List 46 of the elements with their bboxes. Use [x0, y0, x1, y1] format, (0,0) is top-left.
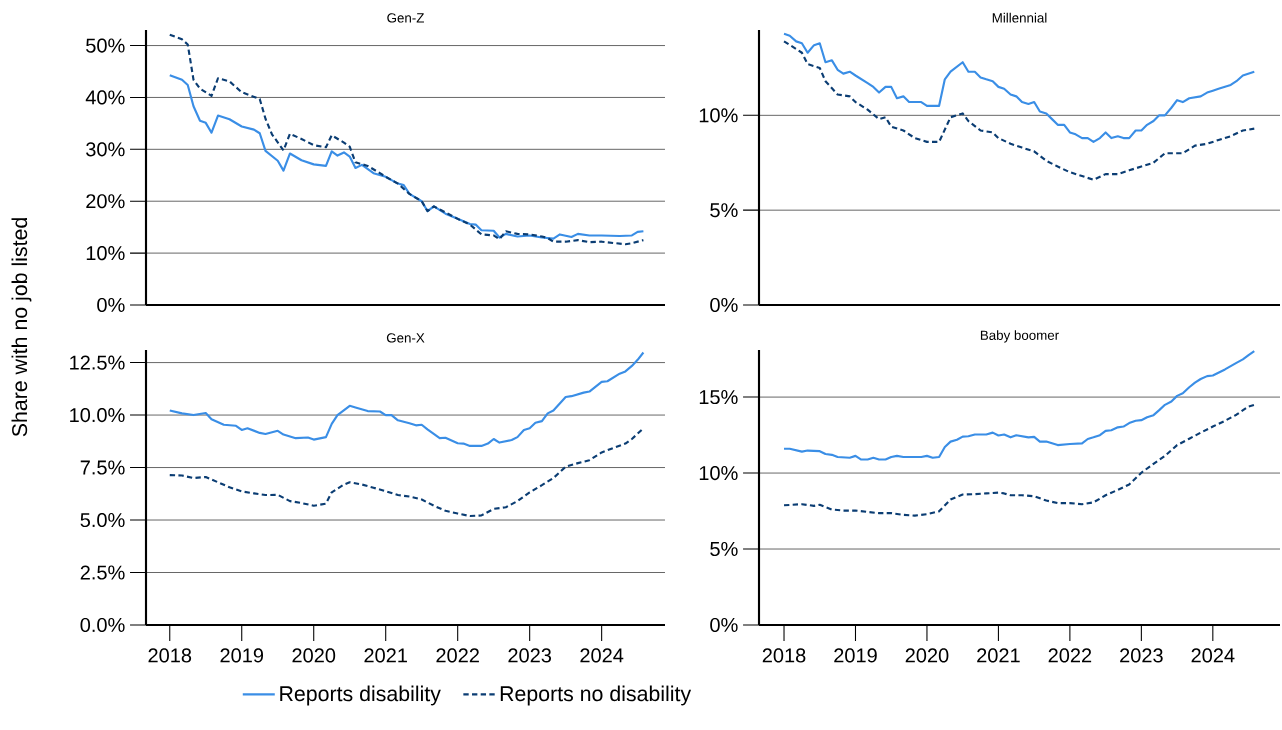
y-tick-label: 0%	[710, 297, 738, 313]
chart-title: Gen-X	[386, 333, 425, 343]
chart-title: Baby boomer	[980, 330, 1059, 343]
y-tick-label: 10%	[699, 465, 738, 481]
line-series	[782, 403, 1256, 517]
y-tick-label: 0%	[710, 617, 738, 633]
x-tick-label: 2021	[977, 648, 1020, 663]
chart-title: Millennial	[992, 12, 1047, 23]
x-tick-label: 2021	[364, 648, 407, 663]
y-tick-label: 10%	[699, 108, 738, 123]
y-tick-label: 20%	[86, 194, 125, 209]
x-tick-label: 2024	[1191, 648, 1235, 663]
y-tick-label: 30%	[86, 142, 125, 157]
y-tick-label: 50%	[86, 38, 125, 53]
x-tick-label: 2019	[220, 648, 264, 663]
x-tick-label: 2022	[1048, 648, 1092, 663]
y-tick-label: 0.0%	[80, 617, 125, 633]
y-tick-label: 40%	[85, 90, 125, 105]
x-tick-label: 2024	[580, 648, 624, 663]
y-tick-label: 2.5%	[80, 565, 125, 580]
line-series	[168, 74, 645, 240]
y-axis-title: Share with no job listed	[11, 218, 32, 437]
line-series	[168, 427, 645, 518]
x-tick-label: 2019	[834, 648, 877, 663]
legend-label: Reports no disability	[500, 685, 692, 706]
x-tick-label: 2018	[762, 648, 806, 663]
y-tick-label: 10%	[86, 246, 125, 261]
y-tick-label: 5.0%	[80, 512, 125, 528]
y-tick-label: 7.5%	[80, 460, 125, 475]
y-tick-label: 5%	[710, 542, 738, 557]
y-tick-label: 0%	[97, 297, 125, 313]
y-tick-label: 12.5%	[70, 355, 125, 370]
y-tick-label: 15%	[699, 390, 738, 405]
line-series	[168, 33, 645, 246]
x-tick-label: 2022	[436, 648, 479, 663]
x-tick-label: 2020	[905, 648, 949, 663]
x-tick-label: 2023	[508, 648, 552, 663]
line-series	[782, 350, 1256, 461]
y-tick-label: 10.0%	[70, 407, 125, 423]
line-series	[168, 351, 645, 447]
x-tick-label: 2023	[1120, 648, 1163, 663]
chart-title: Gen-Z	[387, 13, 424, 23]
y-tick-label: 5%	[710, 203, 738, 218]
x-tick-label: 2018	[148, 648, 192, 663]
legend-label: Reports disability	[280, 685, 441, 706]
x-tick-label: 2020	[292, 648, 336, 663]
